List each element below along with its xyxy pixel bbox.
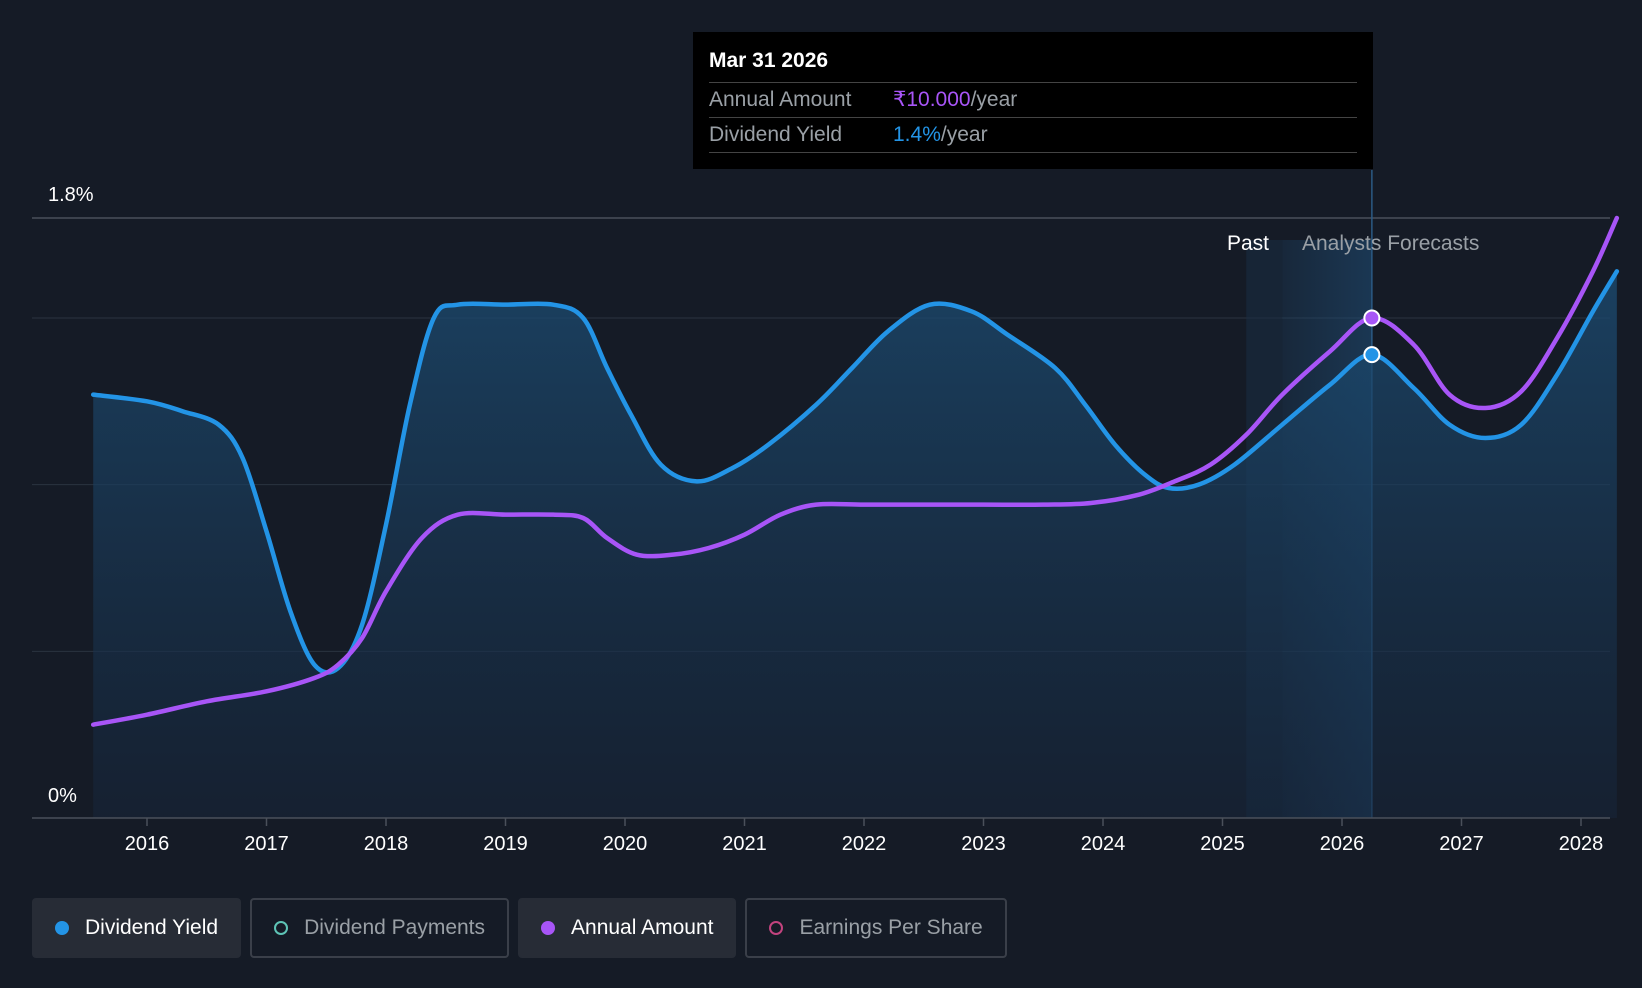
x-tick-label: 2027 bbox=[1439, 833, 1484, 855]
x-tick-label: 2018 bbox=[364, 833, 409, 855]
x-axis: 2016 2017 2018 2019 2020 2021 2022 2023 2024 2025… bbox=[32, 817, 1610, 855]
legend-dividend-payments-label: Dividend Payments bbox=[304, 916, 486, 939]
yield-area bbox=[93, 271, 1617, 818]
highlight-markers bbox=[1363, 309, 1381, 364]
x-tick-label: 2023 bbox=[961, 833, 1006, 855]
x-tick-label: 2021 bbox=[722, 833, 767, 855]
past-label: Past bbox=[1227, 232, 1269, 255]
series-lines bbox=[90, 215, 1620, 727]
y-tick-top: 1.8% bbox=[48, 184, 94, 206]
tooltip-annual-label: Annual Amount bbox=[709, 88, 852, 111]
tooltip-annual-row: Annual Amount ₹10.000 /year bbox=[709, 83, 1357, 118]
x-tick-label: 2024 bbox=[1081, 833, 1126, 855]
tooltip-yield-unit: /year bbox=[940, 123, 988, 146]
legend: Dividend Yield Dividend Payments Annual … bbox=[32, 898, 1007, 958]
legend-annual-amount-label: Annual Amount bbox=[571, 916, 714, 939]
tooltip-annual-value: ₹10.000 bbox=[893, 88, 971, 111]
legend-dividend-yield-label: Dividend Yield bbox=[85, 916, 219, 939]
tooltip-yield-label: Dividend Yield bbox=[709, 123, 843, 146]
dividend-yield-area bbox=[93, 271, 1617, 818]
tooltip-annual-unit: /year bbox=[970, 88, 1018, 111]
dividend-payments-ring-icon bbox=[274, 921, 289, 935]
legend-earnings-per-share-label: Earnings Per Share bbox=[799, 916, 983, 939]
legend-dividend-payments[interactable]: Dividend Payments bbox=[250, 898, 510, 958]
forecast-label: Analysts Forecasts bbox=[1302, 232, 1479, 255]
legend-dividend-yield[interactable]: Dividend Yield bbox=[32, 898, 242, 958]
x-tick-label: 2025 bbox=[1200, 833, 1245, 855]
tooltip-yield-value: 1.4% bbox=[893, 123, 941, 146]
x-tick-label: 2028 bbox=[1559, 833, 1604, 855]
legend-earnings-per-share[interactable]: Earnings Per Share bbox=[745, 898, 1007, 958]
dividend-yield-dot-icon bbox=[55, 921, 69, 935]
tooltip-date: Mar 31 2026 bbox=[709, 46, 1357, 83]
x-tick-label: 2017 bbox=[244, 833, 289, 855]
y-tick-bottom: 0% bbox=[48, 785, 77, 807]
x-tick-label: 2020 bbox=[603, 833, 648, 855]
tooltip-yield-row: Dividend Yield 1.4% /year bbox=[709, 118, 1357, 153]
legend-annual-amount[interactable]: Annual Amount bbox=[518, 898, 737, 958]
earnings-per-share-ring-icon bbox=[769, 921, 784, 935]
x-tick-label: 2026 bbox=[1320, 833, 1365, 855]
annual-amount-marker bbox=[1363, 309, 1381, 327]
x-tick-label: 2022 bbox=[842, 833, 887, 855]
x-tick-label: 2019 bbox=[483, 833, 528, 855]
dividend-yield-marker bbox=[1363, 346, 1381, 364]
annual-amount-dot-icon bbox=[541, 921, 556, 935]
dividend-chart: 2016 2017 2018 2019 2020 2021 2022 2023 2024 2025… bbox=[32, 170, 1620, 855]
tooltip: Mar 31 2026 Annual Amount ₹10.000 /year … bbox=[693, 32, 1373, 169]
x-tick-label: 2016 bbox=[125, 833, 170, 855]
series-line-annual-amount bbox=[90, 215, 1620, 727]
